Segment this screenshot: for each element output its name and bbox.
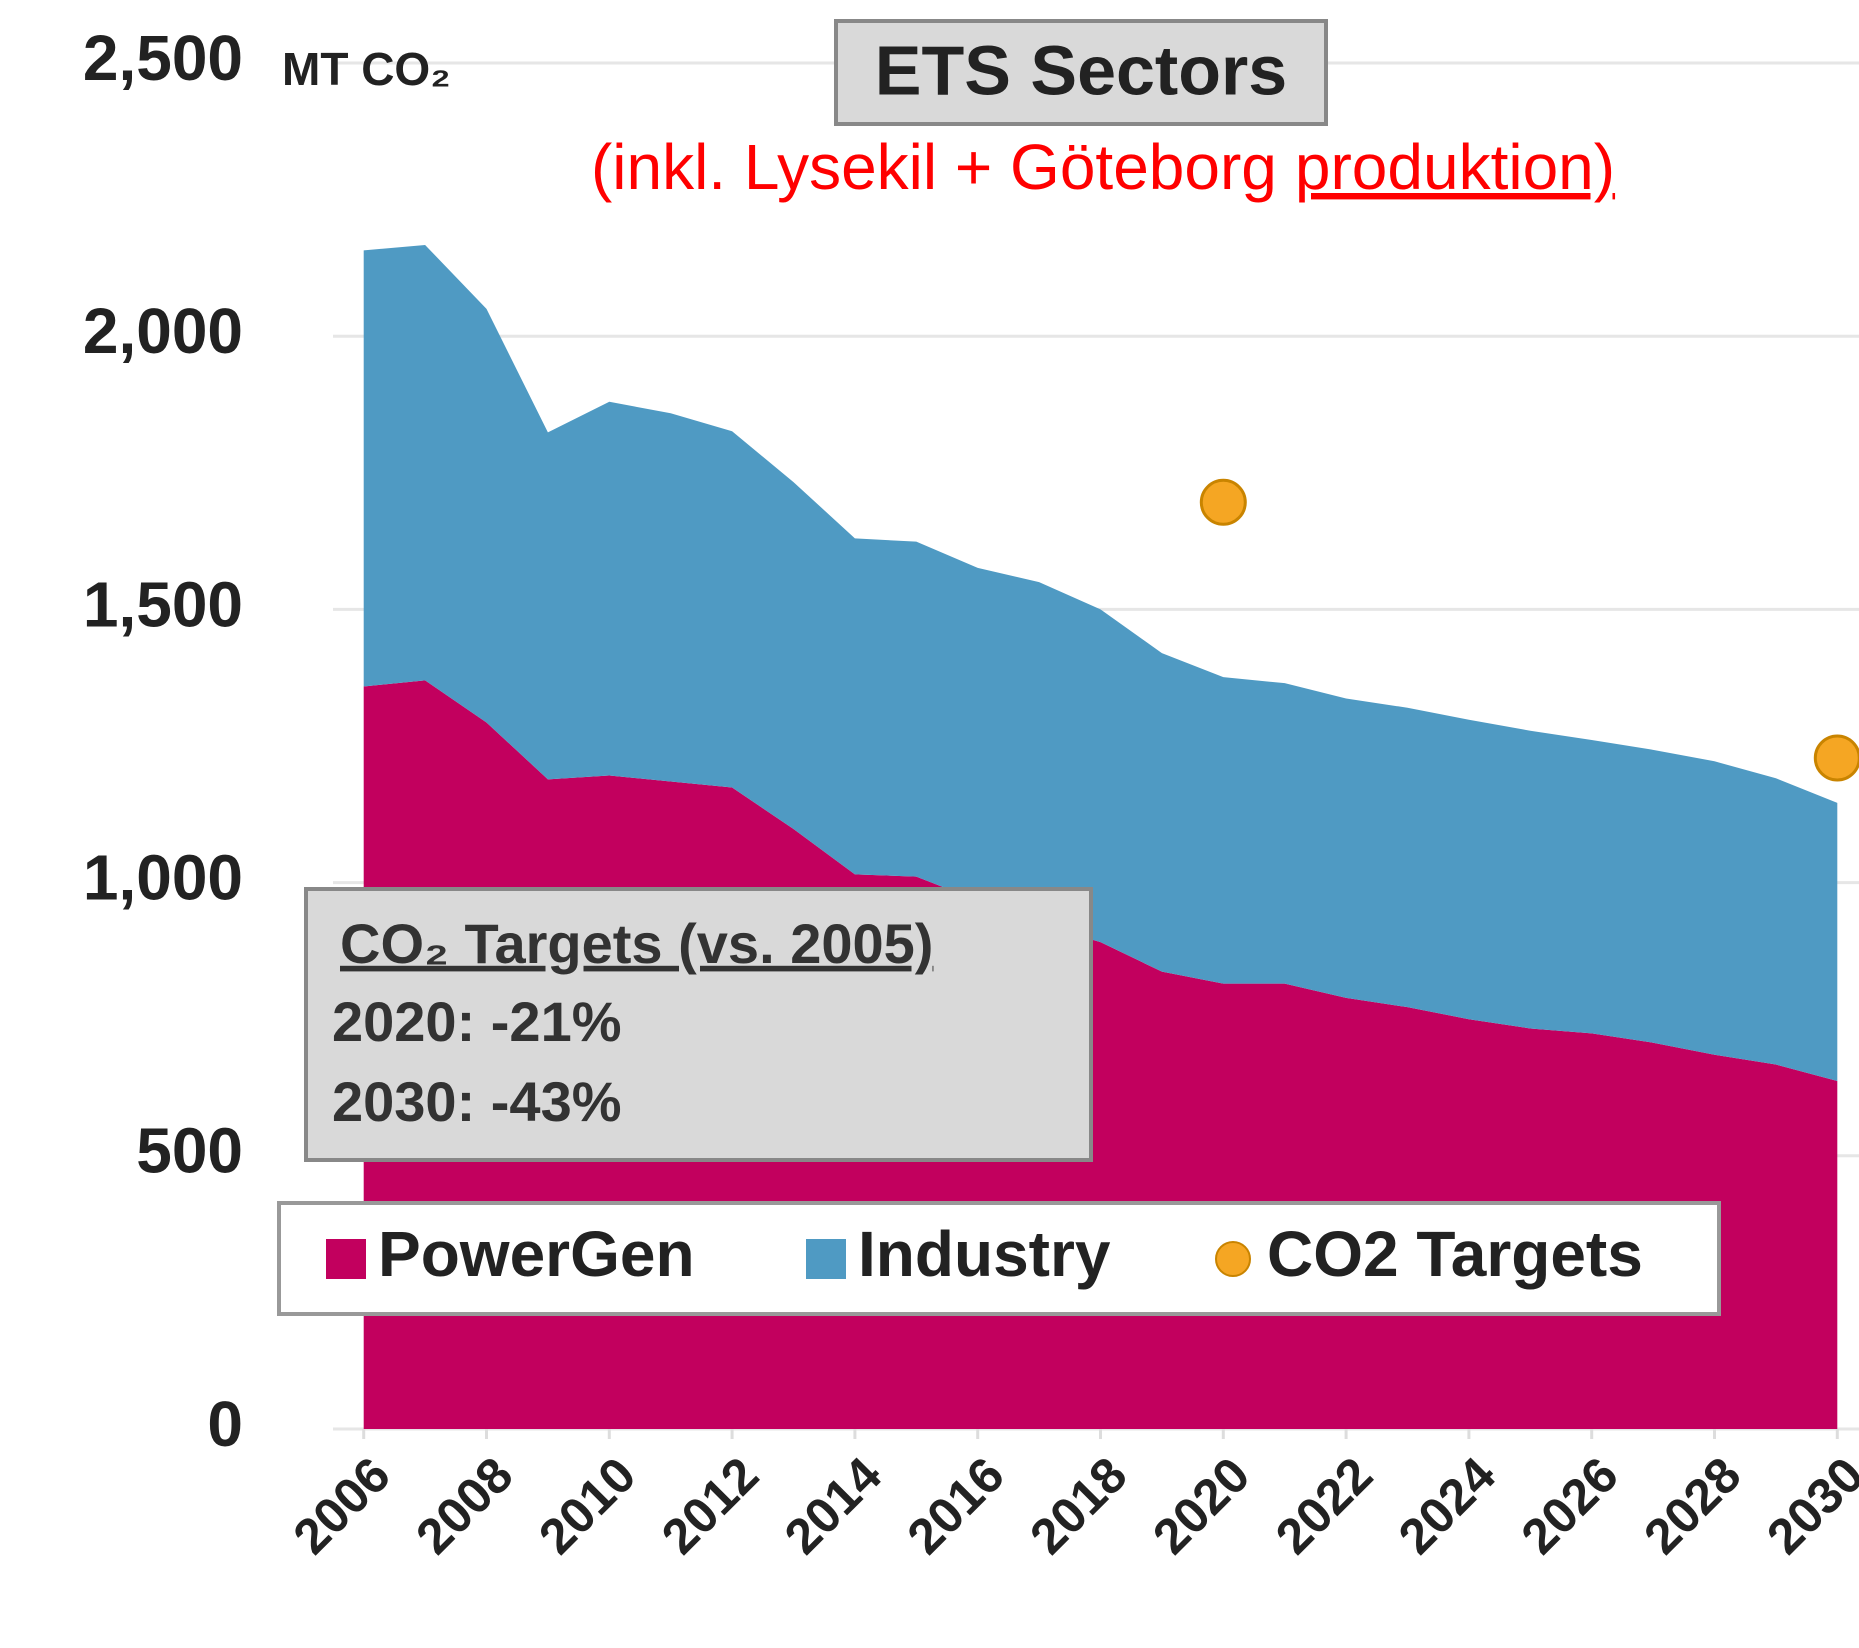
annotation-line: 2030: -43% <box>332 1070 622 1133</box>
annotation-box <box>304 887 1093 1162</box>
y-tick-label: 2,000 <box>83 295 243 367</box>
legend-label: CO2 Targets <box>1267 1218 1643 1290</box>
x-tick-label: 2018 <box>1019 1447 1137 1565</box>
target-point <box>1813 734 1859 782</box>
x-tick-label: 2008 <box>405 1447 523 1565</box>
subtitle-part: (inkl. Lysekil + Göteborg <box>591 131 1277 203</box>
legend-swatch <box>1215 1241 1251 1277</box>
legend-label: PowerGen <box>378 1218 695 1290</box>
y-tick-label: 1,000 <box>83 842 243 914</box>
title-box <box>834 19 1328 126</box>
annotation-line: CO₂ Targets (vs. 2005) <box>340 912 933 975</box>
y-tick-label: 2,500 <box>83 22 243 94</box>
unit-label: MT CO₂ <box>282 43 451 95</box>
legend-box <box>277 1201 1721 1316</box>
x-tick-label: 2006 <box>283 1447 401 1565</box>
y-tick-label: 1,500 <box>83 568 243 640</box>
y-tick-label: 0 <box>207 1388 243 1460</box>
legend-label: Industry <box>858 1218 1111 1290</box>
x-tick-label: 2030 <box>1756 1447 1859 1565</box>
chart-subtitle: (inkl. Lysekil + Göteborg produktion) <box>591 131 1615 203</box>
x-tick-label: 2020 <box>1142 1447 1260 1565</box>
x-tick-label: 2028 <box>1633 1447 1751 1565</box>
x-tick-label: 2024 <box>1388 1446 1506 1564</box>
legend-swatch <box>806 1239 846 1279</box>
annotation-line: 2020: -21% <box>332 990 622 1053</box>
target-point <box>1199 478 1247 526</box>
x-tick-label: 2016 <box>897 1447 1015 1565</box>
points <box>1199 478 1859 782</box>
x-tick-label: 2014 <box>774 1446 892 1564</box>
legend-swatch <box>326 1239 366 1279</box>
x-tick-label: 2010 <box>528 1447 646 1565</box>
x-tick-label: 2012 <box>651 1447 769 1565</box>
x-tick-label: 2022 <box>1265 1447 1383 1565</box>
legend: PowerGen Industry CO2 Targets <box>277 1201 1721 1316</box>
y-tick-label: 500 <box>136 1115 243 1187</box>
subtitle-part: produktion) <box>1295 131 1615 203</box>
area <box>363 244 1838 1081</box>
x-tick-label: 2026 <box>1511 1447 1629 1565</box>
chart-title: ETS Sectors <box>875 31 1287 109</box>
